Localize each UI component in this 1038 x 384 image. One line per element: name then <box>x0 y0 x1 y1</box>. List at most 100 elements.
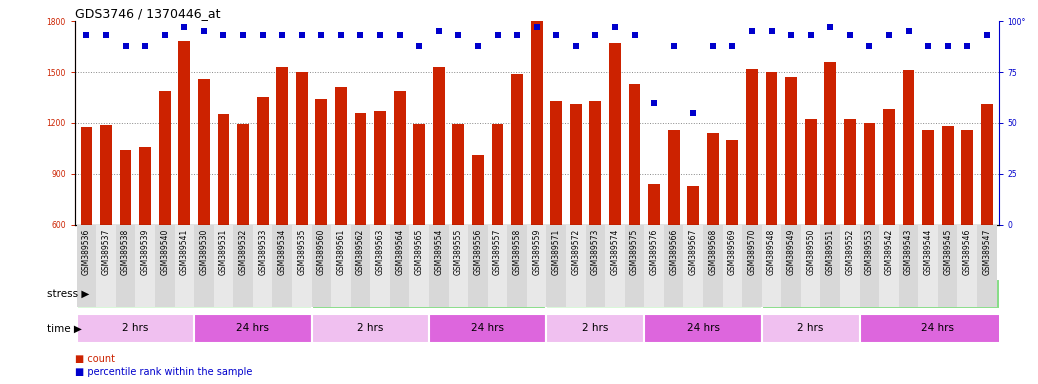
Bar <box>116 225 135 308</box>
Point <box>431 28 447 35</box>
Bar <box>433 67 444 225</box>
Point <box>313 32 330 38</box>
Point <box>626 32 643 38</box>
Text: GSM389540: GSM389540 <box>160 229 169 275</box>
Text: 2 hrs: 2 hrs <box>582 323 608 333</box>
Point <box>725 43 741 49</box>
Bar <box>472 155 484 225</box>
Point <box>880 32 897 38</box>
Bar <box>311 314 429 343</box>
Text: 2 hrs: 2 hrs <box>357 323 383 333</box>
Point <box>469 43 486 49</box>
Text: GSM389545: GSM389545 <box>944 229 952 275</box>
Bar <box>883 109 895 225</box>
Text: 24 hrs: 24 hrs <box>922 323 954 333</box>
Point <box>568 43 584 49</box>
Bar <box>859 314 1016 343</box>
Bar <box>77 314 194 343</box>
Bar <box>253 225 272 308</box>
Point <box>332 32 349 38</box>
Point <box>411 43 428 49</box>
Point <box>215 32 231 38</box>
Bar <box>119 150 132 225</box>
Bar <box>919 225 938 308</box>
Bar <box>703 225 722 308</box>
Bar <box>609 43 621 225</box>
Bar <box>355 113 366 225</box>
Bar <box>174 225 194 308</box>
Point <box>685 110 702 116</box>
Text: stress ▶: stress ▶ <box>47 289 89 299</box>
Text: GSM389565: GSM389565 <box>415 229 424 275</box>
Point <box>979 32 995 38</box>
Point <box>802 32 819 38</box>
Bar <box>179 41 190 225</box>
Text: 24 hrs: 24 hrs <box>471 323 504 333</box>
Text: GSM389549: GSM389549 <box>787 229 795 275</box>
Point <box>783 32 799 38</box>
Text: GSM389560: GSM389560 <box>317 229 326 275</box>
Text: GSM389544: GSM389544 <box>924 229 932 275</box>
Text: 2 hrs: 2 hrs <box>797 323 824 333</box>
Point <box>294 32 310 38</box>
Bar <box>645 225 664 308</box>
Bar <box>101 124 112 225</box>
Point <box>900 28 917 35</box>
Text: GSM389542: GSM389542 <box>884 229 894 275</box>
Bar <box>961 130 973 225</box>
Bar <box>566 225 585 308</box>
Text: GSM389543: GSM389543 <box>904 229 913 275</box>
Bar <box>824 62 836 225</box>
Bar <box>311 225 331 308</box>
Point <box>391 32 408 38</box>
Bar <box>664 225 683 308</box>
Bar <box>530 21 543 225</box>
Point <box>254 32 271 38</box>
Bar <box>453 124 464 225</box>
Text: GSM389532: GSM389532 <box>239 229 247 275</box>
Point <box>939 43 956 49</box>
Bar <box>331 225 351 308</box>
Text: GSM389559: GSM389559 <box>532 229 541 275</box>
Point <box>98 32 114 38</box>
Text: GSM389537: GSM389537 <box>102 229 111 275</box>
Bar <box>648 184 660 225</box>
Bar <box>256 98 269 225</box>
Point <box>372 32 388 38</box>
Bar <box>899 225 919 308</box>
Point <box>117 43 134 49</box>
Bar <box>335 87 347 225</box>
Text: GSM389553: GSM389553 <box>865 229 874 275</box>
Bar <box>977 225 996 308</box>
Bar <box>707 133 718 225</box>
Bar <box>429 225 448 308</box>
Text: GSM389541: GSM389541 <box>180 229 189 275</box>
Text: GSM389536: GSM389536 <box>82 229 91 275</box>
Text: GSM389570: GSM389570 <box>747 229 757 275</box>
Bar <box>492 124 503 225</box>
Bar <box>409 225 429 308</box>
Bar <box>590 101 601 225</box>
Bar <box>585 225 605 308</box>
Point <box>137 43 154 49</box>
Bar <box>957 225 977 308</box>
Point <box>959 43 976 49</box>
Text: ■ percentile rank within the sample: ■ percentile rank within the sample <box>75 367 252 377</box>
Bar <box>448 225 468 308</box>
Bar <box>683 225 703 308</box>
Bar <box>296 72 307 225</box>
Text: GSM389566: GSM389566 <box>670 229 678 275</box>
Bar <box>77 279 311 308</box>
Bar <box>687 185 700 225</box>
Text: smoke: smoke <box>637 289 672 299</box>
Point <box>78 32 94 38</box>
Text: GSM389547: GSM389547 <box>982 229 991 275</box>
Point <box>548 32 565 38</box>
Bar <box>746 69 758 225</box>
Text: GSM389539: GSM389539 <box>141 229 149 275</box>
Bar <box>139 147 152 225</box>
Bar <box>859 225 879 308</box>
Text: GSM389534: GSM389534 <box>278 229 286 275</box>
Bar <box>625 225 645 308</box>
Bar <box>546 225 566 308</box>
